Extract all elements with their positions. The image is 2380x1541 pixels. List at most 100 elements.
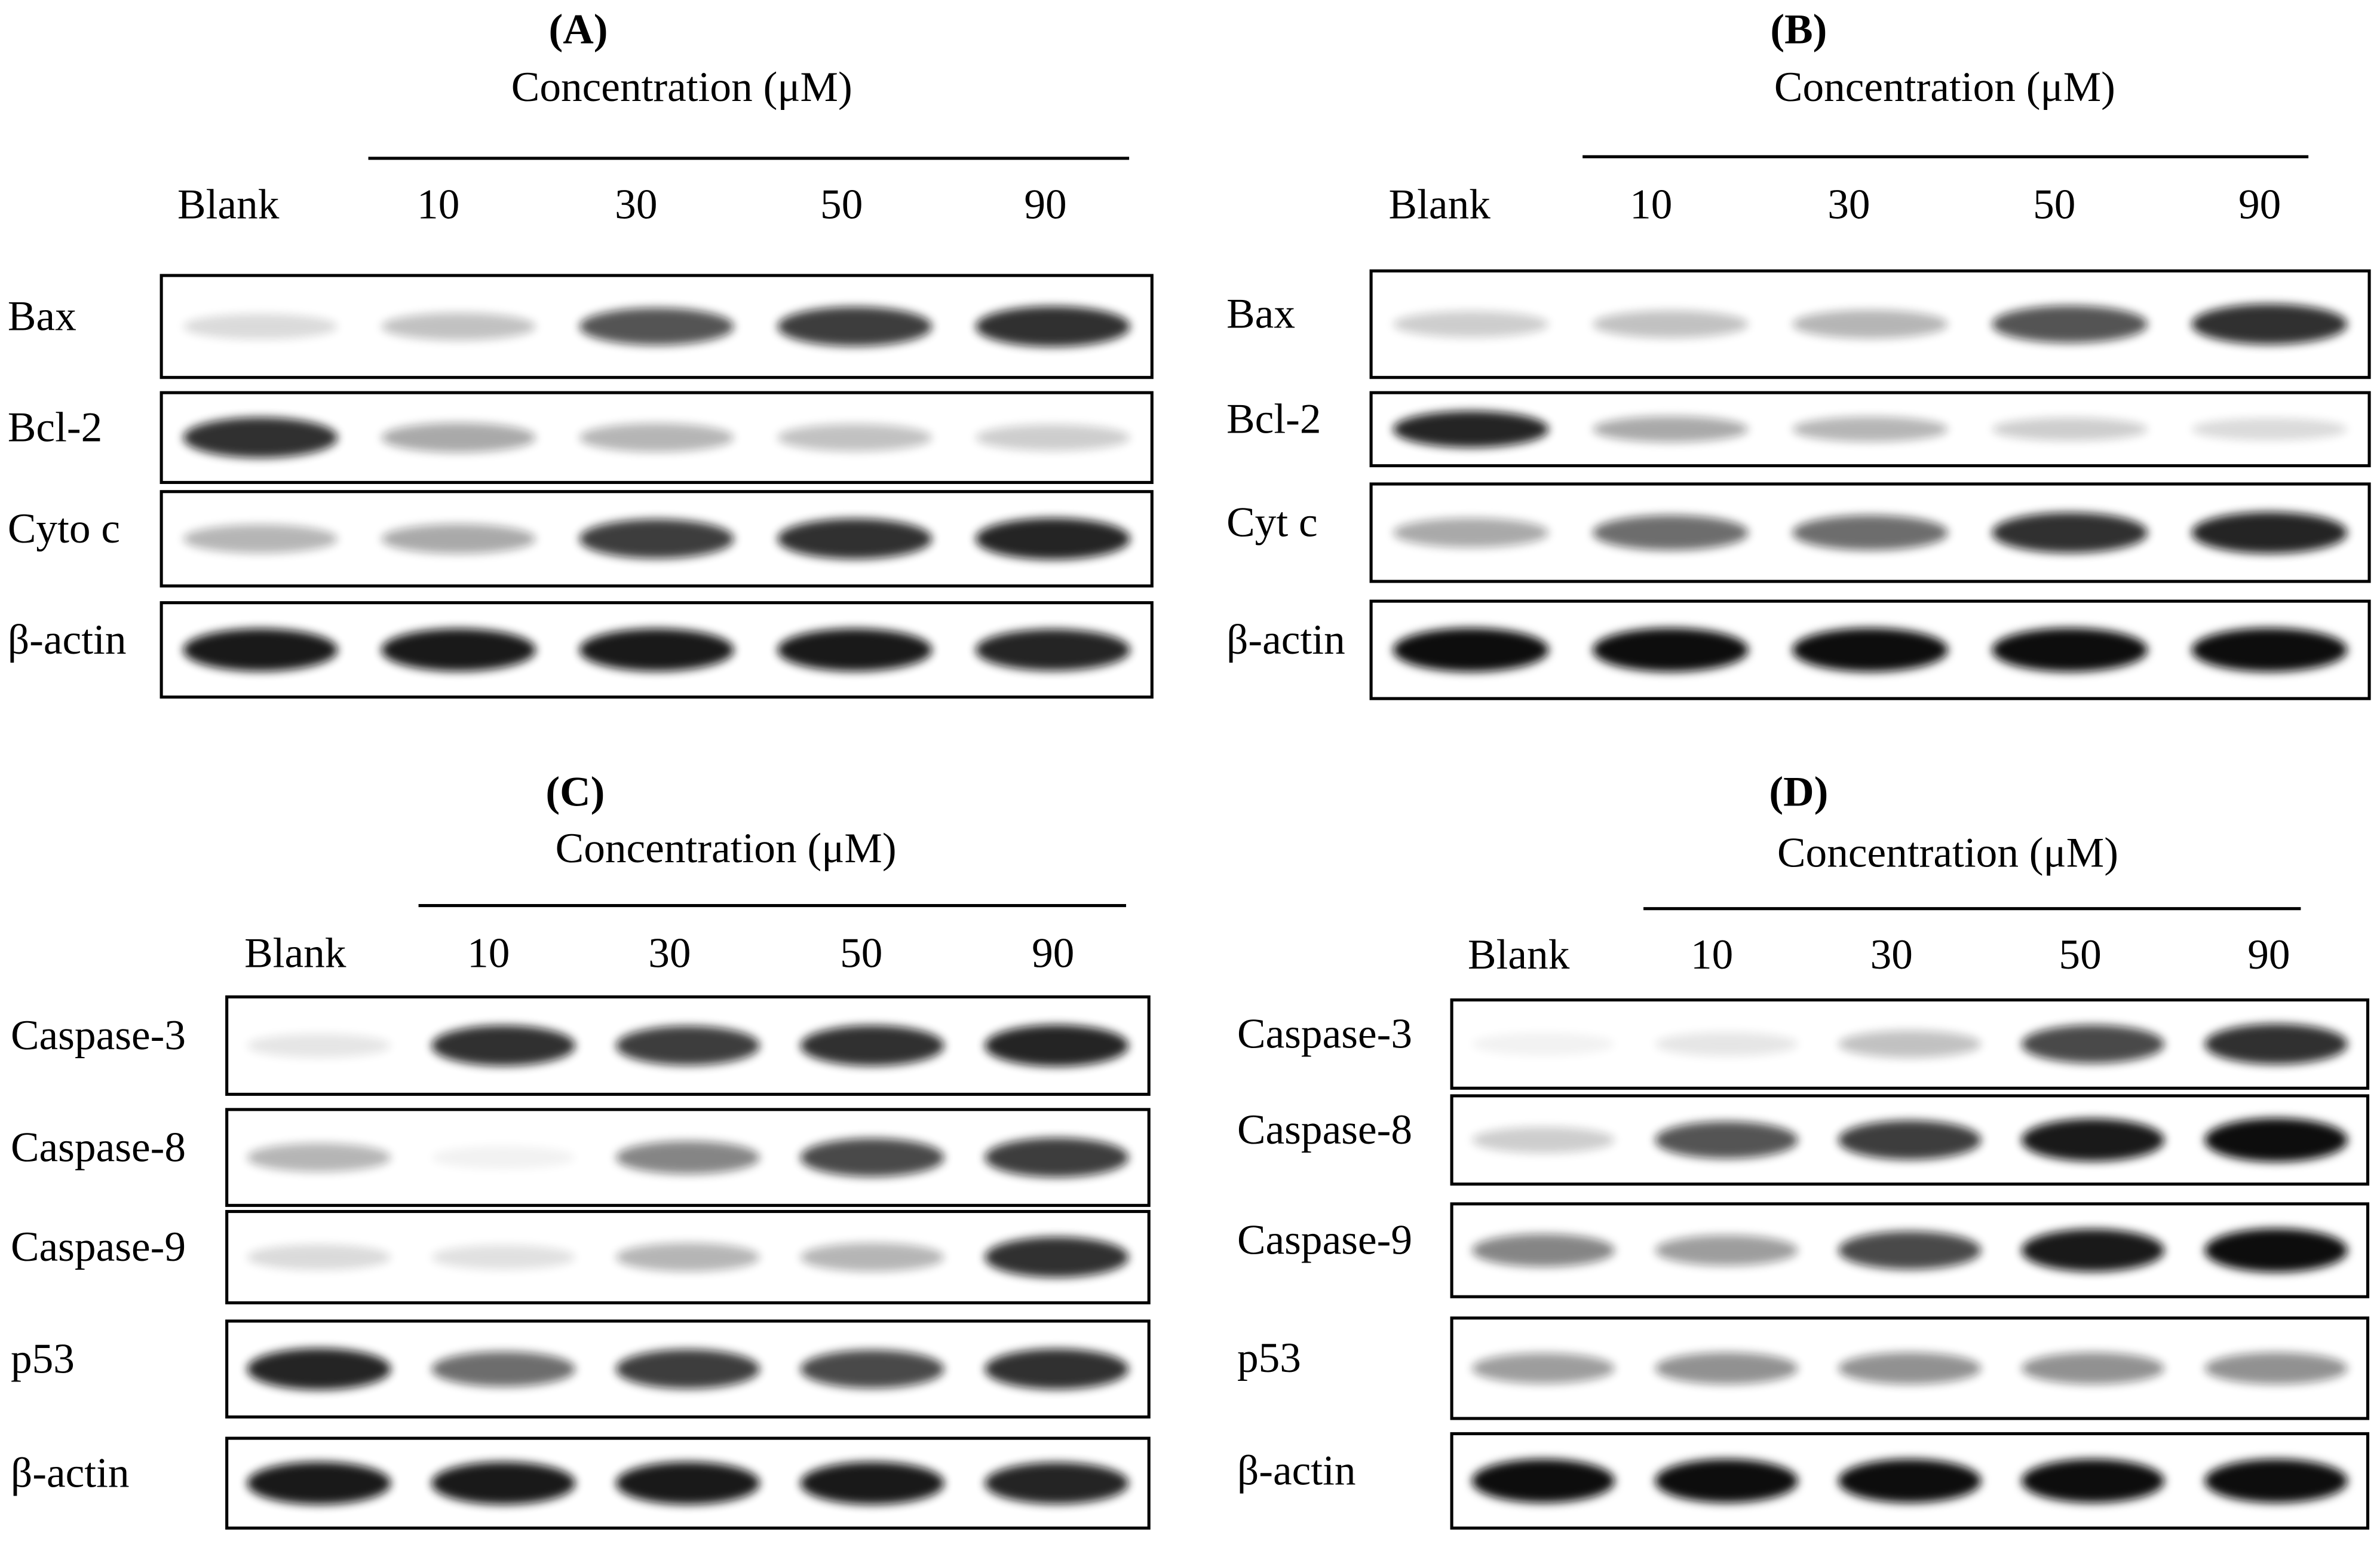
- band: [431, 1145, 576, 1169]
- band: [579, 628, 734, 672]
- row-label: Cyto c: [8, 505, 120, 552]
- band: [976, 629, 1130, 671]
- row-label: Caspase-3: [11, 1012, 186, 1059]
- lane-label: 90: [2247, 931, 2290, 978]
- band: [1792, 310, 1948, 339]
- lane-label: 30: [615, 180, 657, 228]
- band: [2204, 1352, 2348, 1384]
- band: [247, 1462, 391, 1505]
- lane-label: Blank: [244, 930, 346, 977]
- panel-label: (B): [1770, 5, 1827, 53]
- concentration-title: Concentration (μM): [511, 63, 852, 111]
- band: [616, 1462, 760, 1505]
- band: [984, 1349, 1129, 1390]
- band: [431, 1245, 576, 1270]
- lane-label: 50: [840, 930, 882, 977]
- band: [984, 1138, 1129, 1178]
- band: [431, 1025, 576, 1066]
- band: [800, 1243, 944, 1272]
- band: [976, 517, 1130, 560]
- band: [183, 417, 338, 458]
- band: [1393, 311, 1549, 338]
- band: [1471, 1033, 1615, 1056]
- band: [984, 1025, 1129, 1067]
- band: [1838, 1231, 1982, 1270]
- band: [247, 1244, 391, 1270]
- lane-label: 90: [1024, 180, 1066, 228]
- panel-label: (C): [545, 768, 605, 816]
- band: [1792, 627, 1948, 672]
- band: [800, 1138, 944, 1177]
- concentration-title: Concentration (μM): [1774, 63, 2115, 111]
- row-label: Bcl-2: [8, 403, 102, 451]
- row-label: Cyt c: [1226, 499, 1318, 546]
- band: [2191, 511, 2348, 554]
- band: [2204, 1228, 2348, 1273]
- panel: (A) Concentration (μM) Blank 10 30 50 90 Bax Bcl…: [8, 5, 1154, 699]
- band: [2204, 1024, 2348, 1065]
- band: [2021, 1352, 2165, 1384]
- band: [579, 423, 734, 452]
- row-label: p53: [11, 1335, 75, 1382]
- lane-label: 50: [2059, 931, 2101, 978]
- row-label: β-actin: [11, 1449, 130, 1496]
- band: [2021, 1228, 2165, 1272]
- panel: (B) Concentration (μM) Blank 10 30 50 90 Bax Bcl…: [1226, 5, 2371, 700]
- band: [800, 1462, 944, 1505]
- concentration-title: Concentration (μM): [556, 825, 897, 872]
- band: [2021, 1459, 2165, 1503]
- row-label: Caspase-9: [11, 1223, 186, 1270]
- band: [183, 524, 338, 553]
- band: [381, 628, 536, 672]
- row-label: β-actin: [8, 616, 127, 663]
- row-label: Bax: [1226, 290, 1295, 338]
- band: [2021, 1119, 2165, 1162]
- band: [800, 1350, 944, 1389]
- band: [2191, 418, 2348, 440]
- band: [2204, 1459, 2348, 1503]
- band: [1393, 627, 1549, 672]
- band: [1992, 512, 2148, 553]
- band: [616, 1025, 760, 1065]
- band: [1655, 1121, 1798, 1159]
- band: [247, 1143, 391, 1172]
- panel-label: (D): [1769, 768, 1828, 816]
- lane-label: 30: [1827, 180, 1870, 228]
- band: [616, 1141, 760, 1174]
- row-label: Caspase-9: [1237, 1217, 1412, 1264]
- row-label: p53: [1237, 1334, 1301, 1381]
- row-label: Bcl-2: [1226, 395, 1321, 442]
- panel: (C) Concentration (μM) Blank 10 30 50 90 Caspas…: [11, 768, 1151, 1530]
- lane-label: 10: [467, 930, 510, 977]
- band: [381, 523, 536, 554]
- band: [984, 1237, 1129, 1277]
- band: [381, 313, 536, 341]
- band: [1593, 416, 1749, 443]
- band: [2191, 304, 2348, 345]
- lane-label: 10: [1630, 180, 1672, 228]
- band: [777, 628, 933, 672]
- lane-label: Blank: [1468, 931, 1570, 978]
- band: [777, 307, 933, 347]
- band: [579, 308, 734, 345]
- band: [1593, 627, 1749, 672]
- band: [1593, 310, 1749, 338]
- band: [1838, 1030, 1982, 1058]
- lane-label: Blank: [177, 180, 280, 228]
- band: [1655, 1459, 1798, 1503]
- band: [1792, 515, 1948, 550]
- band: [183, 314, 338, 339]
- band: [1593, 515, 1749, 550]
- band: [616, 1243, 760, 1272]
- band: [1838, 1120, 1982, 1160]
- band: [247, 1033, 391, 1058]
- concentration-title: Concentration (μM): [1777, 829, 2118, 876]
- band: [777, 424, 933, 452]
- row-label: Caspase-3: [1237, 1010, 1412, 1058]
- band: [1655, 1032, 1798, 1056]
- band: [1992, 305, 2148, 343]
- lane-label: 10: [417, 180, 459, 228]
- band: [800, 1025, 944, 1066]
- row-label: β-actin: [1226, 616, 1345, 663]
